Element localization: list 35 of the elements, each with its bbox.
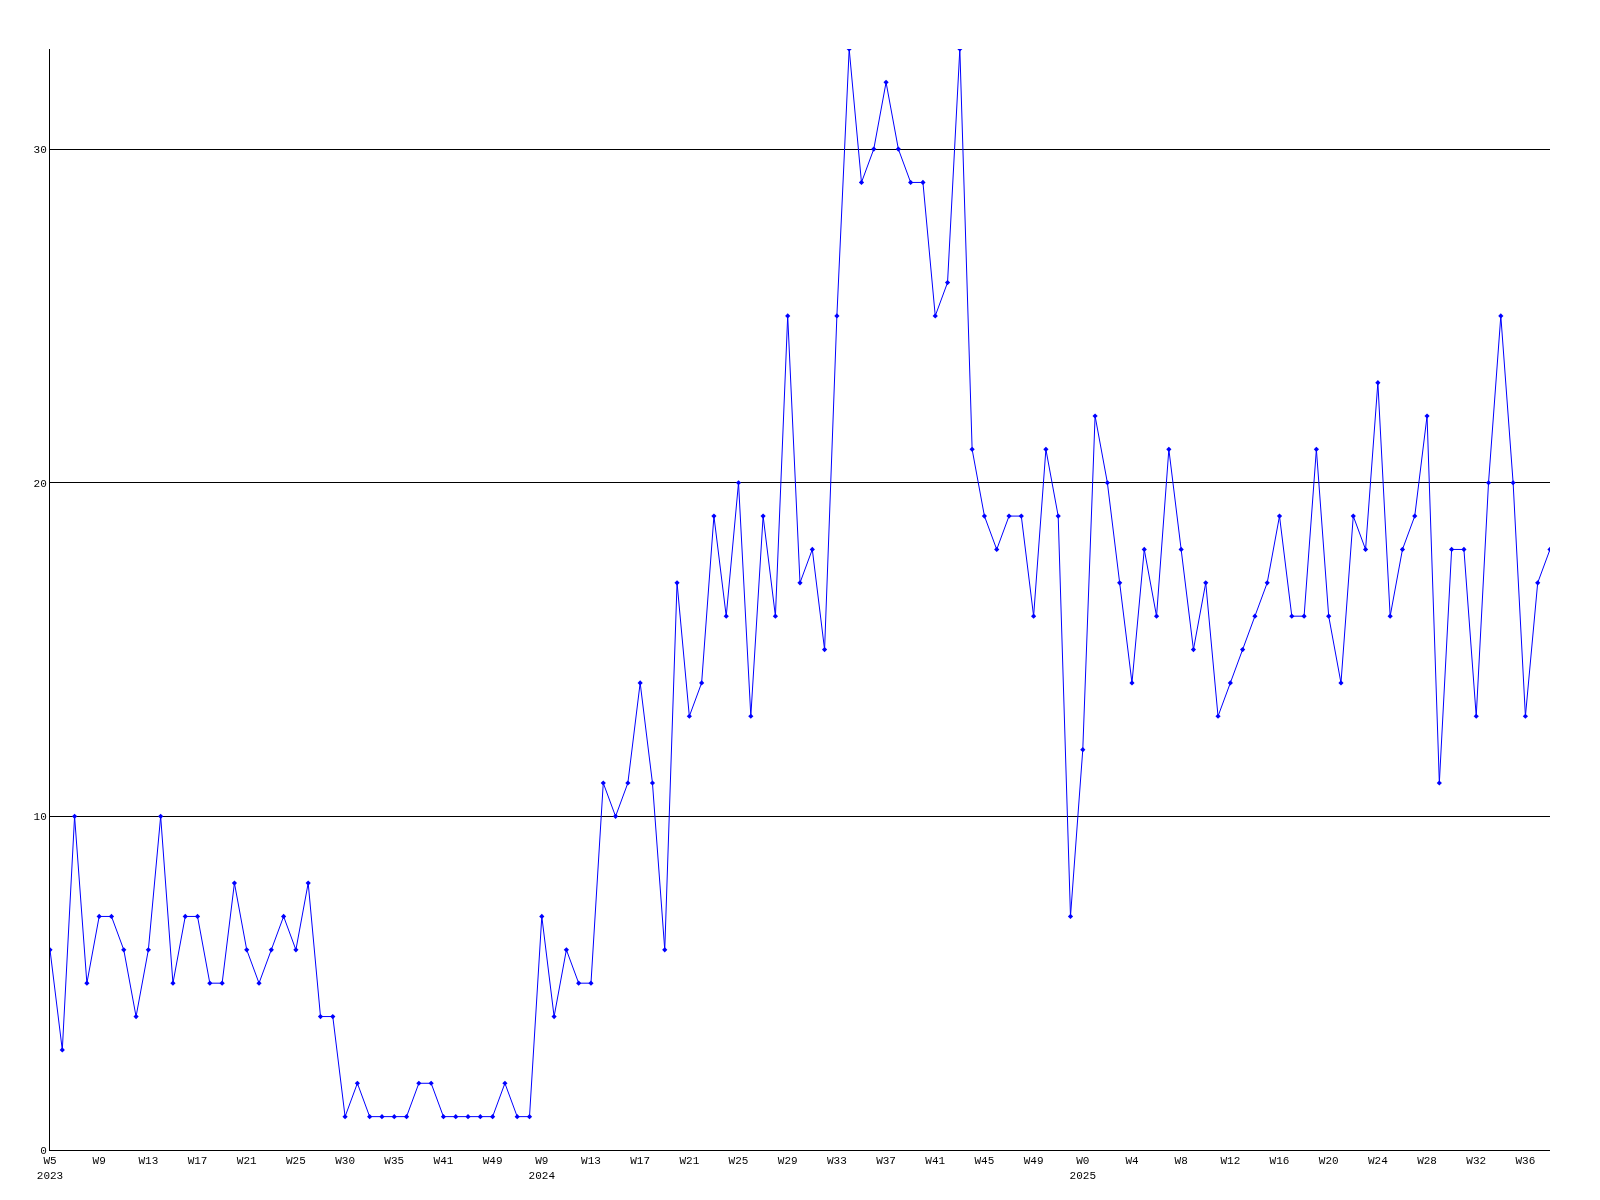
x-tick-label: W35	[384, 1155, 405, 1168]
x-tick-label: W36	[1515, 1155, 1536, 1168]
x-tick-label: W9 2024	[528, 1155, 556, 1182]
x-tick-label: W49	[1023, 1155, 1044, 1168]
x-tick-label: W17	[630, 1155, 651, 1168]
x-tick-label: W37	[876, 1155, 896, 1168]
x-tick-label: W29	[777, 1155, 798, 1168]
x-tick-label: W33	[826, 1155, 847, 1168]
x-tick-label: W20	[1318, 1155, 1339, 1168]
x-tick-label: W13	[581, 1155, 601, 1168]
y-tick-label: 30	[33, 143, 47, 156]
x-tick-label: W4	[1125, 1155, 1139, 1168]
x-tick-label: W0 2025	[1069, 1155, 1096, 1182]
x-tick-label: W49	[482, 1155, 503, 1168]
x-tick-label: W5 2023	[36, 1155, 64, 1182]
x-tick-label: W16	[1269, 1155, 1290, 1168]
x-tick-label: W13	[138, 1155, 159, 1168]
x-tick-label: W25	[285, 1155, 306, 1168]
x-tick-label: W8	[1174, 1155, 1188, 1168]
x-tick-label: W32	[1466, 1155, 1487, 1168]
y-tick-label: 0	[40, 1144, 47, 1157]
y-tick-label: 20	[33, 477, 47, 490]
x-tick-label: W24	[1367, 1155, 1389, 1168]
x-tick-label: W12	[1220, 1155, 1241, 1168]
x-tick-label: W41	[433, 1155, 454, 1168]
x-tick-label: W21	[236, 1155, 258, 1168]
x-tick-label: W17	[187, 1155, 208, 1168]
x-tick-label: W25	[728, 1155, 749, 1168]
x-tick-label: W45	[974, 1155, 995, 1168]
x-tick-label: W28	[1417, 1155, 1437, 1168]
x-tick-label: W30	[335, 1155, 355, 1168]
y-tick-label: 10	[33, 811, 47, 824]
x-tick-label: W41	[925, 1155, 946, 1168]
x-tick-label: W21	[679, 1155, 700, 1168]
x-tick-label: W9	[92, 1155, 106, 1168]
